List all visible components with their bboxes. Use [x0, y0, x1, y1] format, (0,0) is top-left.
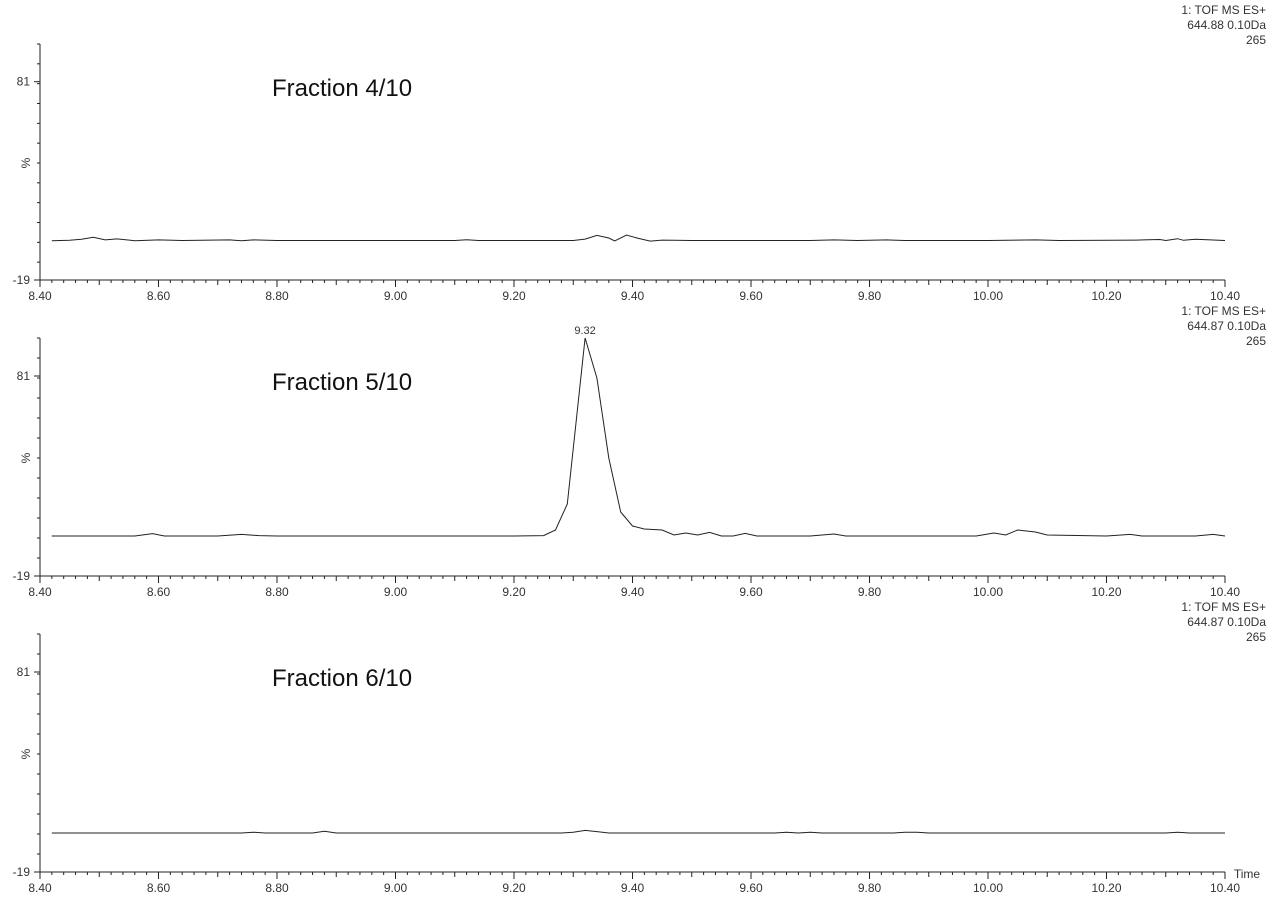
x-tick-label: 9.80: [858, 585, 882, 599]
chart-title: Fraction 6/10: [272, 665, 412, 692]
y-tick-label: 81: [17, 369, 31, 383]
x-axis-label: Time: [1234, 867, 1261, 881]
x-tick-label: 8.40: [28, 289, 52, 303]
peak-label: 9.32: [574, 325, 595, 337]
y-axis-label: %: [19, 452, 33, 463]
header-line: 1: TOF MS ES+: [1181, 3, 1266, 17]
series-line: [51, 829, 1225, 834]
x-tick-label: 9.40: [621, 881, 645, 895]
x-tick-label: 10.40: [1210, 289, 1240, 303]
x-tick-label: 8.40: [28, 881, 52, 895]
x-tick-label: 9.60: [739, 585, 763, 599]
x-tick-label: 10.00: [973, 881, 1003, 895]
y-axis-label: %: [19, 157, 33, 168]
x-tick-label: 9.00: [384, 881, 408, 895]
x-tick-label: 8.60: [147, 585, 171, 599]
y-tick-label: -19: [13, 273, 31, 287]
header-line: 644.87 0.10Da: [1187, 319, 1266, 333]
x-tick-label: 10.20: [1091, 881, 1121, 895]
x-tick-label: 8.60: [147, 881, 171, 895]
x-tick-label: 9.60: [739, 881, 763, 895]
header-line: 1: TOF MS ES+: [1181, 304, 1266, 318]
y-tick-label: -19: [13, 865, 31, 879]
header-line: 644.87 0.10Da: [1187, 615, 1266, 629]
chart-title: Fraction 5/10: [272, 369, 412, 396]
x-tick-label: 9.20: [502, 289, 526, 303]
x-tick-label: 8.40: [28, 585, 52, 599]
header-line: 265: [1246, 33, 1266, 47]
x-tick-label: 10.40: [1210, 881, 1240, 895]
x-tick-label: 10.20: [1091, 289, 1121, 303]
x-tick-label: 9.80: [858, 881, 882, 895]
series-line: [51, 234, 1226, 242]
y-tick-label: 81: [17, 665, 31, 679]
x-tick-label: 8.60: [147, 289, 171, 303]
x-tick-label: 10.00: [973, 289, 1003, 303]
header-line: 265: [1246, 334, 1266, 348]
x-tick-label: 9.40: [621, 289, 645, 303]
x-tick-label: 9.20: [502, 585, 526, 599]
x-tick-label: 9.40: [621, 585, 645, 599]
y-tick-label: -19: [13, 569, 31, 583]
x-tick-label: 8.80: [265, 881, 289, 895]
x-tick-label: 9.00: [384, 585, 408, 599]
x-tick-label: 8.80: [265, 585, 289, 599]
x-tick-label: 9.20: [502, 881, 526, 895]
x-tick-label: 10.00: [973, 585, 1003, 599]
x-tick-label: 9.80: [858, 289, 882, 303]
y-axis-label: %: [19, 748, 33, 759]
chart-title: Fraction 4/10: [272, 75, 412, 102]
header-line: 644.88 0.10Da: [1187, 18, 1266, 32]
series-line: [51, 337, 1226, 537]
header-line: 265: [1246, 630, 1266, 644]
x-tick-label: 10.40: [1210, 585, 1240, 599]
header-line: 1: TOF MS ES+: [1181, 600, 1266, 614]
x-tick-label: 10.20: [1091, 585, 1121, 599]
x-tick-label: 9.60: [739, 289, 763, 303]
x-tick-label: 8.80: [265, 289, 289, 303]
x-tick-label: 9.00: [384, 289, 408, 303]
y-tick-label: 81: [17, 75, 31, 89]
